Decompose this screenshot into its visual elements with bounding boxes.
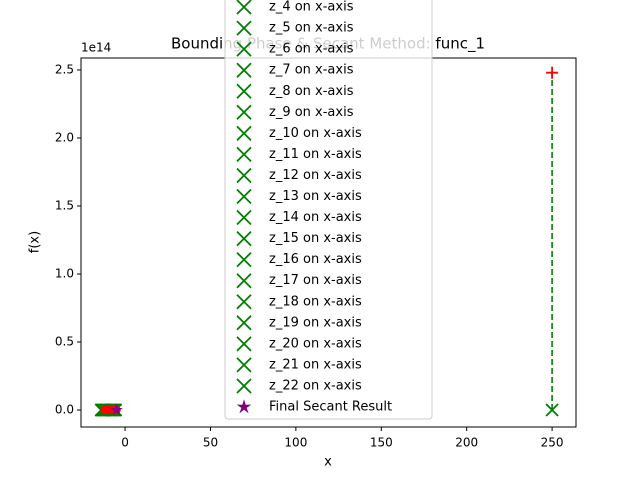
x-tick-label: 150 <box>370 436 393 450</box>
legend-label: z_10 on x-axis <box>269 126 362 141</box>
marker-plus <box>546 66 559 79</box>
legend-marker <box>236 336 252 352</box>
x-tick-label: 50 <box>203 436 218 450</box>
y-tick-label: 0.5 <box>55 334 74 348</box>
legend-marker <box>236 315 252 331</box>
legend-marker <box>236 294 252 310</box>
legend-marker <box>236 230 252 247</box>
legend-label: z_5 on x-axis <box>269 21 354 36</box>
legend-marker <box>236 273 252 289</box>
legend-label: z_20 on x-axis <box>269 336 362 351</box>
y-tick-label: 2.5 <box>55 62 74 76</box>
legend-marker <box>236 146 252 163</box>
legend-label: z_13 on x-axis <box>269 189 362 204</box>
legend-box <box>224 0 433 420</box>
legend-label: z_8 on x-axis <box>269 84 354 99</box>
y-tick-label: 1.5 <box>55 198 74 212</box>
marker-x <box>545 403 559 417</box>
legend-label: z_17 on x-axis <box>269 273 362 288</box>
legend-label: z_6 on x-axis <box>269 42 354 57</box>
legend-marker <box>236 62 252 78</box>
y-offset-label: 1e14 <box>81 41 111 55</box>
x-tick-label: 100 <box>284 436 307 450</box>
legend-marker <box>236 104 252 120</box>
legend-marker <box>236 20 252 36</box>
legend-marker <box>236 252 252 268</box>
marker-star <box>110 403 123 416</box>
legend-marker <box>236 357 252 373</box>
legend-marker <box>236 41 252 57</box>
y-tick-label: 2.0 <box>55 130 74 144</box>
legend-label: z_15 on x-axis <box>269 231 362 246</box>
legend-label: z_16 on x-axis <box>269 252 362 267</box>
legend-marker <box>236 83 252 99</box>
legend-label: z_4 on x-axis <box>269 0 354 15</box>
legend-label: z_21 on x-axis <box>269 357 362 372</box>
y-tick-label: 1.0 <box>55 266 74 280</box>
y-tick-label: 0.0 <box>55 402 74 416</box>
legend-label: Final Secant Result <box>269 400 392 415</box>
legend-marker <box>236 399 252 414</box>
x-tick-label: 200 <box>455 436 478 450</box>
legend-label: z_9 on x-axis <box>269 105 354 120</box>
x-tick-label: 250 <box>541 436 564 450</box>
legend-marker <box>236 378 252 394</box>
legend-marker <box>236 167 252 184</box>
x-tick-label: 0 <box>121 436 129 450</box>
legend-marker <box>236 188 252 205</box>
legend-marker <box>236 0 252 15</box>
legend-label: z_7 on x-axis <box>269 63 354 78</box>
legend-label: z_11 on x-axis <box>269 147 362 162</box>
x-axis-label: x <box>324 455 332 470</box>
y-axis-label: f(x) <box>28 231 43 253</box>
legend-marker <box>236 209 252 226</box>
legend-label: z_22 on x-axis <box>269 378 362 393</box>
legend-label: z_12 on x-axis <box>269 168 362 183</box>
legend-label: z_19 on x-axis <box>269 315 362 330</box>
legend-label: z_18 on x-axis <box>269 294 362 309</box>
legend-label: z_14 on x-axis <box>269 210 362 225</box>
legend-marker <box>236 125 252 141</box>
